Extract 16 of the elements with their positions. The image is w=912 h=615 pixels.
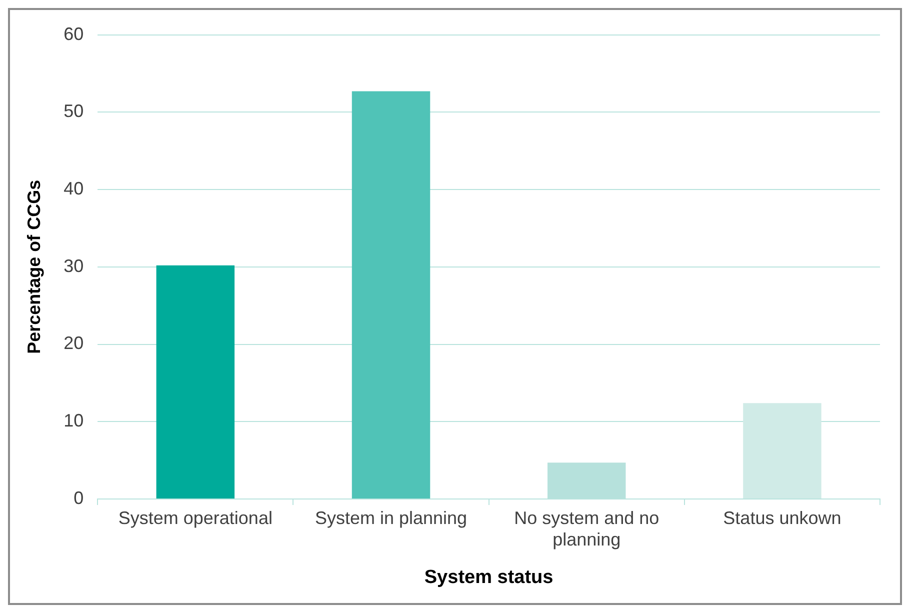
y-tick-label: 40: [64, 178, 84, 198]
y-tick-label: 0: [74, 488, 84, 508]
x-tick-label: Status unkown: [723, 508, 842, 528]
y-tick-label: 10: [64, 410, 84, 431]
y-axis-title: Percentage of CCGs: [24, 180, 44, 354]
x-tick-label: System operational: [118, 508, 272, 528]
x-tick-label: System in planning: [314, 508, 468, 528]
bar: [743, 403, 822, 498]
bar: [352, 91, 430, 498]
x-tick-label: No system and no planning: [514, 508, 660, 550]
x-axis-title: System status: [424, 566, 554, 588]
y-tick-label: 20: [64, 333, 84, 354]
y-tick-label: 60: [64, 24, 84, 44]
y-tick-label: 50: [64, 101, 84, 122]
y-tick-label: 30: [64, 256, 84, 276]
bar: [156, 265, 235, 498]
